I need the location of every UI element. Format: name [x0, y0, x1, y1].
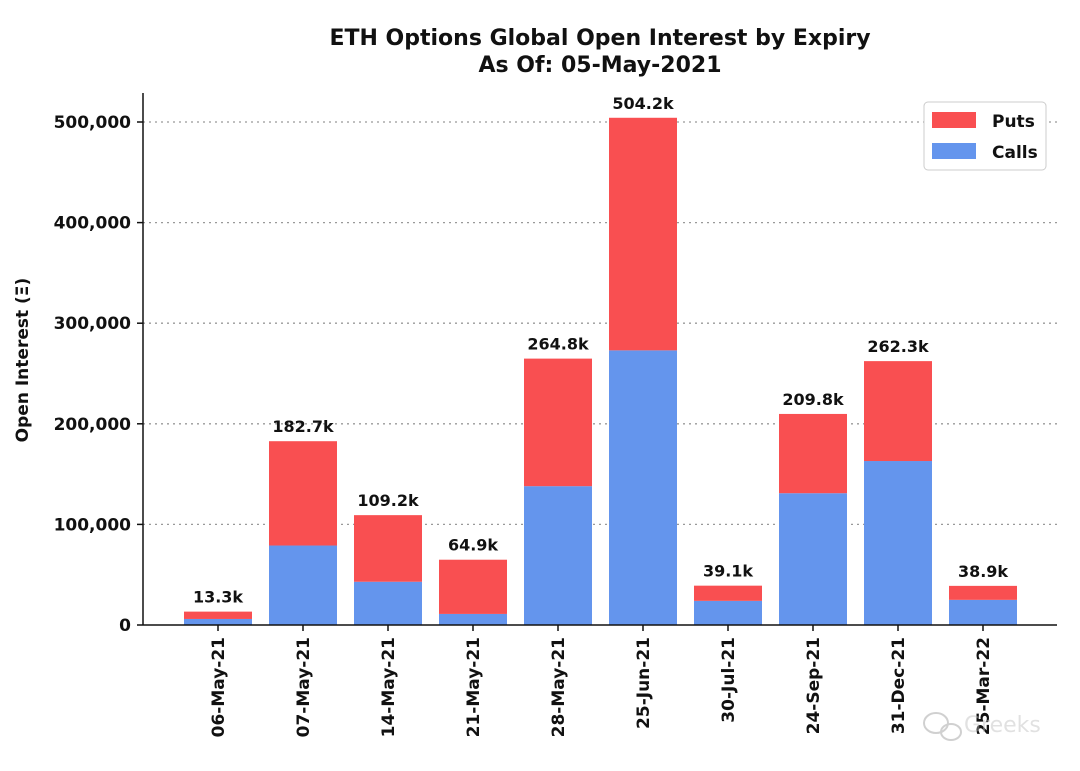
- bar-puts-06-May-21: [184, 611, 252, 619]
- bar-puts-25-Jun-21: [609, 117, 677, 351]
- x-tick-label-06-May-21: 06-May-21: [209, 637, 229, 737]
- legend-label-puts: Puts: [992, 112, 1035, 132]
- total-label-25-Mar-22: 38.9k: [958, 562, 1008, 581]
- y-tick-label-500000: 500,000: [54, 113, 132, 133]
- bar-calls-14-May-21: [354, 581, 422, 625]
- y-tick-label-0: 0: [119, 616, 131, 636]
- total-label-28-May-21: 264.8k: [527, 335, 589, 354]
- wechat-icon: [923, 712, 962, 741]
- bar-puts-21-May-21: [439, 559, 507, 614]
- bars: [184, 117, 1017, 625]
- x-tick-label-07-May-21: 07-May-21: [294, 637, 314, 737]
- total-label-06-May-21: 13.3k: [193, 588, 243, 607]
- chart-subtitle: As Of: 05-May-2021: [478, 53, 721, 78]
- watermark-text: Greeks: [964, 713, 1041, 738]
- bar-calls-24-Sep-21: [779, 493, 847, 625]
- bar-calls-07-May-21: [269, 545, 337, 625]
- y-axis-ticks: 0 100,000 200,000 300,000 400,000 500,000: [54, 113, 143, 636]
- x-tick-label-14-May-21: 14-May-21: [379, 637, 399, 737]
- bar-calls-30-Jul-21: [694, 600, 762, 625]
- x-tick-label-25-Jun-21: 25-Jun-21: [634, 637, 654, 729]
- total-label-30-Jul-21: 39.1k: [703, 562, 753, 581]
- x-tick-label-30-Jul-21: 30-Jul-21: [719, 637, 739, 723]
- total-label-31-Dec-21: 262.3k: [867, 337, 929, 356]
- bar-puts-30-Jul-21: [694, 585, 762, 601]
- gridlines: [143, 121, 1057, 526]
- bar-puts-14-May-21: [354, 515, 422, 582]
- x-tick-label-28-May-21: 28-May-21: [549, 637, 569, 737]
- chart-title: ETH Options Global Open Interest by Expi…: [329, 26, 870, 51]
- x-tick-label-21-May-21: 21-May-21: [464, 637, 484, 737]
- bar-calls-21-May-21: [439, 613, 507, 625]
- total-label-21-May-21: 64.9k: [448, 536, 498, 555]
- y-tick-label-200000: 200,000: [54, 415, 132, 435]
- bar-puts-25-Mar-22: [949, 585, 1017, 600]
- legend-swatch-puts: [932, 112, 976, 128]
- x-tick-label-24-Sep-21: 24-Sep-21: [804, 637, 824, 734]
- bar-calls-06-May-21: [184, 618, 252, 625]
- legend: Puts Calls: [923, 101, 1047, 171]
- bar-puts-24-Sep-21: [779, 413, 847, 494]
- y-axis-label: Open Interest (Ξ): [13, 278, 33, 443]
- x-tick-label-25-Mar-22: 25-Mar-22: [974, 637, 994, 735]
- total-label-25-Jun-21: 504.2k: [612, 94, 674, 113]
- y-tick-label-100000: 100,000: [54, 515, 132, 535]
- watermark: Greeks: [923, 712, 1041, 741]
- legend-swatch-calls: [932, 143, 976, 159]
- legend-label-calls: Calls: [992, 143, 1038, 163]
- x-axis-ticks: 06-May-21 07-May-21 14-May-21 21-May-21 28-M…: [209, 625, 994, 737]
- total-label-24-Sep-21: 209.8k: [782, 390, 844, 409]
- bar-calls-28-May-21: [524, 486, 592, 625]
- bar-puts-31-Dec-21: [864, 361, 932, 462]
- bar-calls-25-Mar-22: [949, 599, 1017, 625]
- bar-puts-07-May-21: [269, 441, 337, 546]
- total-label-07-May-21: 182.7k: [272, 417, 334, 436]
- total-label-14-May-21: 109.2k: [357, 491, 419, 510]
- bar-calls-25-Jun-21: [609, 350, 677, 625]
- y-tick-label-400000: 400,000: [54, 214, 132, 234]
- bar-calls-31-Dec-21: [864, 461, 932, 625]
- bar-total-labels: 13.3k 182.7k 109.2k 64.9k 264.8k 504.2k 39.1k 2…: [193, 94, 1008, 607]
- x-tick-label-31-Dec-21: 31-Dec-21: [889, 637, 909, 734]
- y-tick-label-300000: 300,000: [54, 314, 132, 334]
- bar-puts-28-May-21: [524, 358, 592, 487]
